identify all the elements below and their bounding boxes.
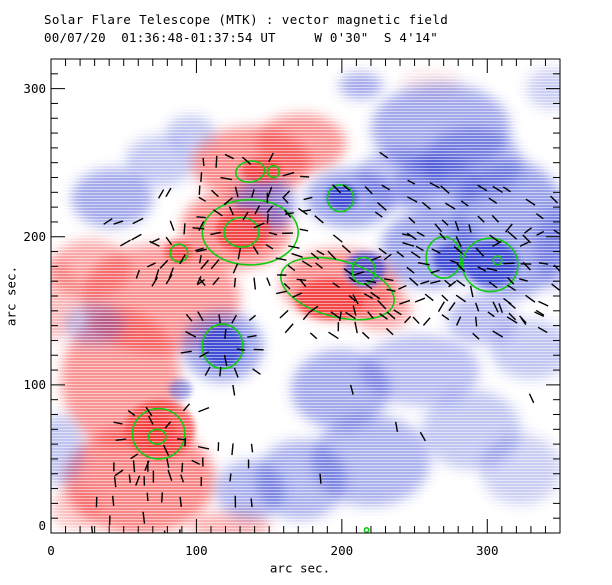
y-tick-label: 200 bbox=[23, 228, 46, 244]
y-tick-label: 300 bbox=[23, 80, 46, 96]
y-tick-label: 100 bbox=[23, 376, 46, 392]
figure-subtitle: 00/07/20 01:36:48-01:37:54 UT W 0'30" S … bbox=[44, 30, 439, 45]
x-tick-label: 200 bbox=[330, 543, 354, 558]
scanline-texture bbox=[51, 59, 560, 533]
x-axis-label: arc sec. bbox=[269, 560, 331, 576]
x-tick-label: 100 bbox=[185, 543, 208, 558]
figure-title: Solar Flare Telescope (MTK) : vector mag… bbox=[44, 12, 449, 27]
y-tick-label: 0 bbox=[38, 518, 46, 533]
y-axis-label: arc sec. bbox=[3, 265, 19, 327]
x-tick-label: 0 bbox=[47, 543, 55, 558]
axes bbox=[50, 58, 561, 534]
plot-area bbox=[51, 59, 560, 533]
polarity-contours bbox=[131, 160, 519, 533]
vector-field bbox=[91, 151, 560, 533]
x-tick-label: 300 bbox=[475, 543, 499, 558]
